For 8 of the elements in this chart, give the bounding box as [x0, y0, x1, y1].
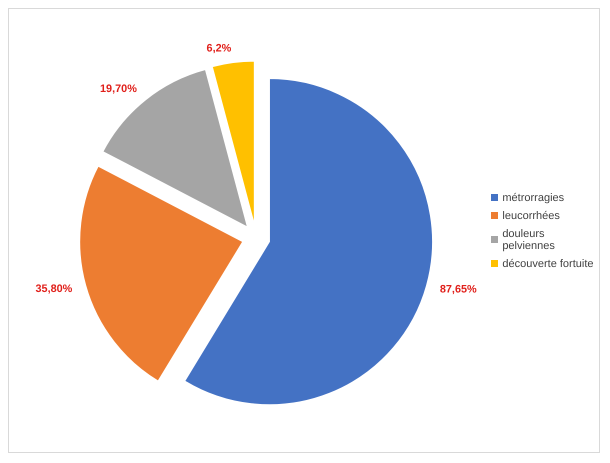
data-label: 35,80% [36, 282, 73, 295]
legend-label: douleurs pelviennes [502, 228, 556, 252]
legend-label: découverte fortuite [502, 258, 594, 270]
legend-label: leucorrhées [502, 210, 560, 222]
data-label: 87,65% [440, 282, 478, 295]
legend-label: métrorragies [502, 192, 564, 204]
data-label: 19,70% [100, 82, 138, 94]
data-label: 6,2% [206, 42, 232, 54]
